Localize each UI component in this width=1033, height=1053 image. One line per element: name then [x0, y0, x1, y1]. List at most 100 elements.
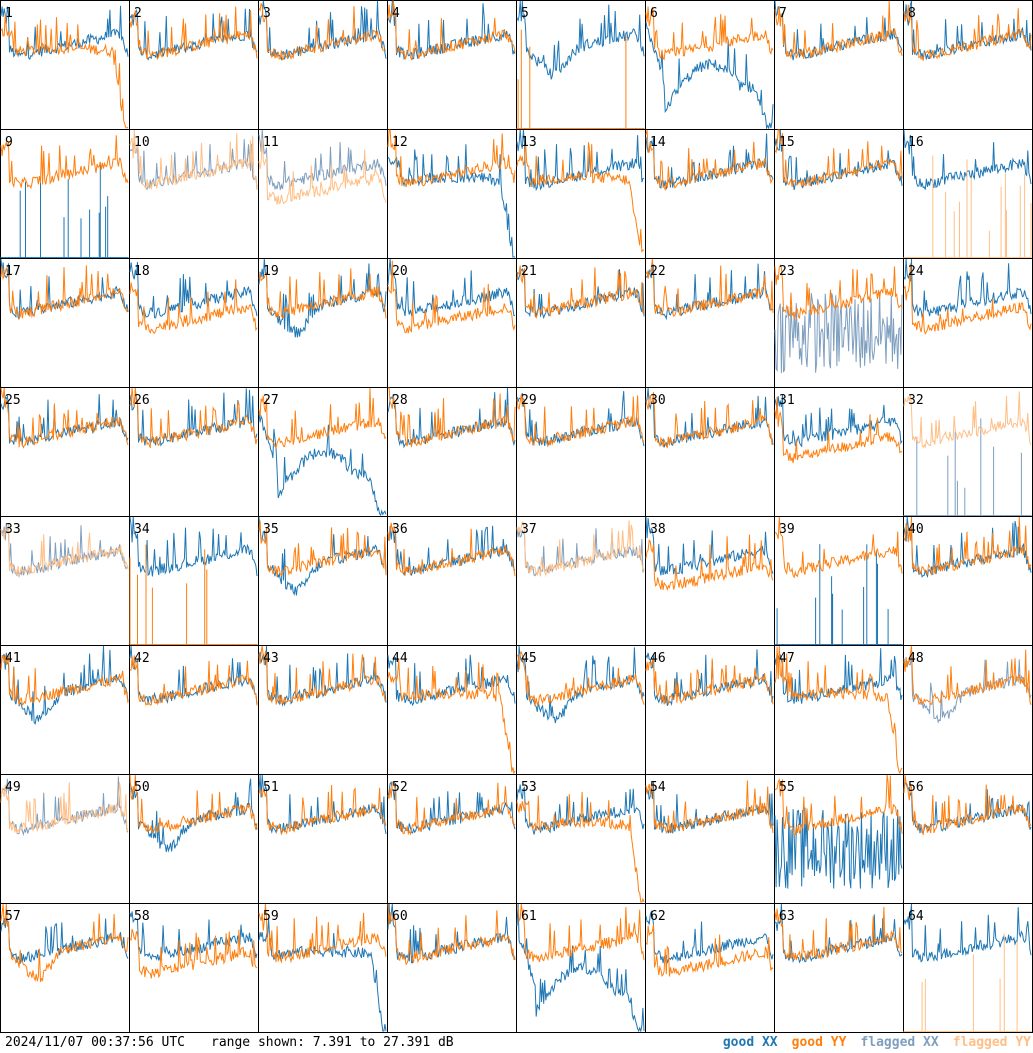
panel-2: 2	[129, 0, 259, 130]
panel-label: 63	[779, 909, 795, 924]
panel-frame	[0, 516, 130, 646]
panel-frame	[774, 0, 904, 130]
series-yy	[774, 129, 903, 188]
panel-label: 11	[263, 135, 279, 150]
panel-45: 45	[516, 645, 646, 775]
panel-label: 20	[392, 264, 408, 279]
series-yy	[903, 263, 1032, 335]
series-yy	[129, 928, 258, 979]
series-xx	[129, 645, 258, 705]
panel-label: 25	[5, 393, 21, 408]
panel-frame	[387, 903, 517, 1033]
series-xx	[774, 807, 903, 889]
panel-label: 61	[521, 909, 537, 924]
panel-36: 36	[387, 516, 517, 646]
panel-label: 51	[263, 780, 279, 795]
series-yy	[0, 265, 129, 320]
panel-label: 9	[5, 135, 13, 150]
panel-56: 56	[903, 774, 1033, 904]
panel-37: 37	[516, 516, 646, 646]
series-yy	[387, 781, 516, 836]
panel-60: 60	[387, 903, 517, 1033]
series-yy	[645, 534, 774, 592]
panel-label: 43	[263, 651, 279, 666]
panel-46: 46	[645, 645, 775, 775]
series-yy	[516, 791, 645, 903]
series-yy	[516, 520, 645, 578]
panel-label: 17	[5, 264, 21, 279]
panel-label: 31	[779, 393, 795, 408]
panel-50: 50	[129, 774, 259, 904]
panel-frame	[903, 258, 1033, 388]
series-yy	[516, 394, 645, 446]
series-yy	[0, 387, 129, 449]
panel-1: 1	[0, 0, 130, 130]
series-yy	[645, 657, 774, 705]
panel-28: 28	[387, 387, 517, 517]
panel-frame	[774, 903, 904, 1033]
panel-frame	[258, 129, 388, 259]
panel-20: 20	[387, 258, 517, 388]
panel-frame	[903, 129, 1033, 259]
panel-label: 36	[392, 522, 408, 537]
panel-52: 52	[387, 774, 517, 904]
panel-27: 27	[258, 387, 388, 517]
panel-frame	[387, 258, 517, 388]
series-yy	[0, 903, 129, 982]
panel-22: 22	[645, 258, 775, 388]
panel-58: 58	[129, 903, 259, 1033]
panel-18: 18	[129, 258, 259, 388]
series-yy	[903, 516, 1032, 576]
timestamp: 2024/11/07 00:37:56 UTC	[5, 1035, 186, 1050]
series-xx	[516, 0, 645, 80]
panel-35: 35	[258, 516, 388, 646]
panel-16: 16	[903, 129, 1033, 259]
panel-frame	[0, 387, 130, 517]
panel-label: 13	[521, 135, 537, 150]
panel-30: 30	[645, 387, 775, 517]
panel-5: 5	[516, 0, 646, 130]
series-yy	[129, 655, 258, 707]
panel-54: 54	[645, 774, 775, 904]
series-yy	[0, 135, 129, 190]
panel-26: 26	[129, 387, 259, 517]
legend-flagged-xx: flagged XX	[860, 1035, 939, 1050]
footer: 2024/11/07 00:37:56 UTC range shown: 7.3…	[0, 1033, 1033, 1053]
series-yy	[516, 29, 645, 129]
panel-9: 9	[0, 129, 130, 259]
panel-frame	[516, 129, 646, 259]
legend-good-xx: good XX	[722, 1035, 778, 1050]
panel-41: 41	[0, 645, 130, 775]
panel-frame	[129, 258, 259, 388]
panel-33: 33	[0, 516, 130, 646]
panel-label: 27	[263, 393, 279, 408]
panel-11: 11	[258, 129, 388, 259]
panel-label: 8	[908, 6, 916, 21]
panel-34: 34	[129, 516, 259, 646]
panel-label: 52	[392, 780, 408, 795]
panel-label: 44	[392, 651, 408, 666]
panel-label: 4	[392, 6, 400, 21]
series-yy	[129, 279, 258, 334]
series-yy	[0, 653, 129, 706]
panel-label: 33	[5, 522, 21, 537]
panel-64: 64	[903, 903, 1033, 1033]
panel-32: 32	[903, 387, 1033, 517]
panel-label: 50	[134, 780, 150, 795]
panel-label: 48	[908, 651, 924, 666]
panel-label: 55	[779, 780, 795, 795]
series-yy	[645, 129, 774, 192]
panel-label: 45	[521, 651, 537, 666]
panel-frame	[258, 0, 388, 130]
panel-frame	[129, 0, 259, 130]
series-yy	[258, 387, 387, 449]
panel-label: 57	[5, 909, 21, 924]
panel-label: 14	[650, 135, 666, 150]
series-yy	[387, 129, 516, 188]
panel-10: 10	[129, 129, 259, 259]
panel-19: 19	[258, 258, 388, 388]
panel-63: 63	[774, 903, 904, 1033]
series-yy	[774, 396, 903, 464]
series-yy	[129, 544, 258, 645]
series-yy	[387, 659, 516, 775]
